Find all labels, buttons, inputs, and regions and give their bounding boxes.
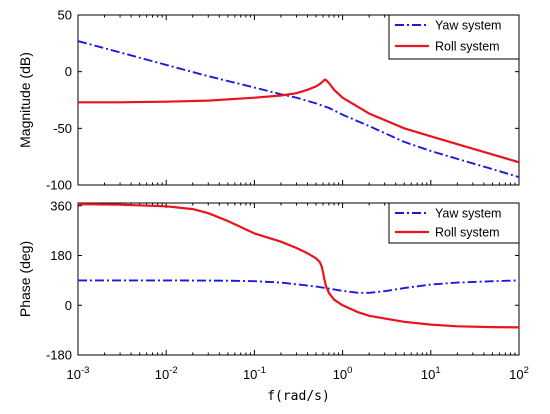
phase-panel: 360 180 0 -180 10-3 10-2 10-1 100 101 102 Phase (d… bbox=[17, 198, 529, 404]
series-line-roll-system bbox=[78, 203, 519, 329]
x-tick-label: 10-1 bbox=[243, 365, 266, 382]
x-tick-label: 101 bbox=[421, 365, 441, 382]
legend-label: Yaw system bbox=[435, 207, 501, 221]
x-tick-label: 10-2 bbox=[155, 365, 178, 382]
y-tick-label: 360 bbox=[50, 198, 72, 213]
magnitude-panel: 50 0 -50 -100 Magnitude (dB) Yaw system Roll s… bbox=[17, 8, 520, 193]
y-tick-label: -100 bbox=[46, 178, 72, 193]
y-axis-title: Phase (deg) bbox=[17, 241, 33, 317]
series-line-yaw-system bbox=[78, 279, 519, 294]
x-tick-label: 10-3 bbox=[67, 365, 90, 382]
y-tick-label: -50 bbox=[53, 121, 72, 136]
y-tick-label: 0 bbox=[65, 64, 72, 79]
y-axis-title: Magnitude (dB) bbox=[17, 52, 33, 148]
legend-box bbox=[388, 14, 520, 60]
x-tick-label: 100 bbox=[333, 365, 353, 382]
series-line-roll-system bbox=[78, 78, 519, 164]
legend: Yaw system Roll system bbox=[388, 14, 520, 60]
legend-label: Roll system bbox=[435, 226, 500, 240]
legend: Yaw system Roll system bbox=[388, 202, 520, 244]
y-tick-label: 0 bbox=[65, 298, 72, 313]
y-tick-label: -180 bbox=[46, 348, 72, 363]
legend-label: Roll system bbox=[435, 40, 500, 54]
legend-box bbox=[388, 202, 520, 244]
x-axis-title: f(rad/s) bbox=[267, 389, 330, 404]
x-tick-label: 102 bbox=[509, 365, 529, 382]
y-tick-label: 180 bbox=[50, 248, 72, 263]
y-tick-label: 50 bbox=[58, 8, 72, 23]
legend-label: Yaw system bbox=[435, 19, 501, 33]
